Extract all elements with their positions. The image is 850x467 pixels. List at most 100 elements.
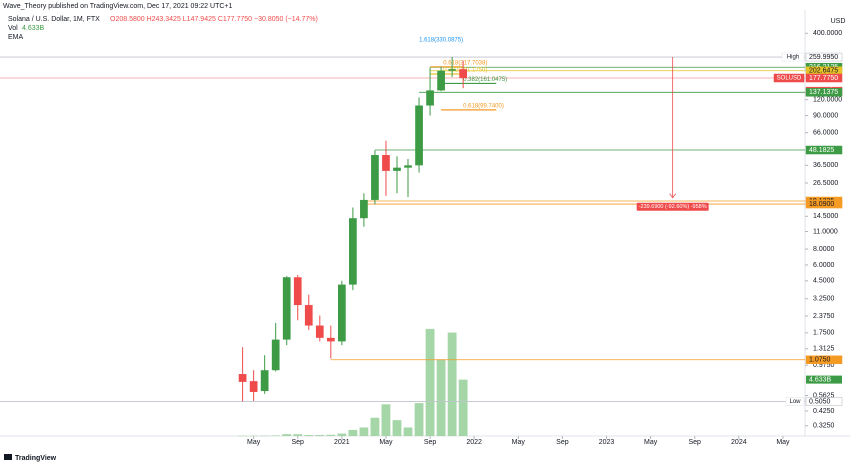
- publisher: Wave_Theory published on TradingView.com…: [3, 3, 232, 10]
- y-tick-label: 66.0000: [813, 130, 838, 137]
- candle-body: [326, 337, 335, 342]
- tag-note-box: [781, 52, 805, 62]
- price-tag-label: 202.6475: [809, 68, 838, 75]
- y-tick-label: 400.0000: [813, 30, 842, 37]
- candle-body: [238, 374, 247, 382]
- price-tag: [805, 397, 843, 406]
- candle-body: [282, 277, 291, 340]
- footer-logo: TradingView: [4, 454, 57, 462]
- price-tag: [805, 52, 843, 62]
- volume-bar: [348, 429, 358, 436]
- price-tag-label: 18.0900: [809, 201, 834, 208]
- volume-bar: [381, 404, 391, 436]
- candle-body: [437, 70, 445, 91]
- x-tick-label: 2021: [334, 439, 350, 446]
- candle-body: [371, 155, 379, 200]
- y-tick-label: 120.0000: [813, 97, 842, 104]
- volume-bar: [326, 434, 336, 436]
- footer: TradingView: [15, 455, 57, 462]
- volume-bar: [315, 435, 325, 436]
- y-tick-label: 4.5000: [813, 278, 835, 285]
- x-tick-label: May: [247, 439, 261, 446]
- candle-body: [448, 69, 456, 71]
- candle-body: [271, 339, 280, 371]
- candle-body: [360, 199, 368, 219]
- fib-label: 1.618(330.0875): [419, 37, 463, 43]
- tag-note: SOLUSD: [777, 76, 802, 82]
- measure-label: -239.6900 (-92.60%) -958%: [639, 204, 707, 210]
- volume-value: 4.633B: [22, 25, 45, 32]
- volume-bar: [370, 417, 380, 436]
- x-tick-label: Sep: [424, 439, 437, 446]
- y-tick-label: 26.5000: [813, 180, 838, 187]
- volume-bar: [304, 435, 314, 436]
- price-tag: [805, 145, 843, 155]
- candle-body: [404, 165, 412, 168]
- y-tick-label: 90.0000: [813, 112, 838, 119]
- price-tag-label: 259.9950: [809, 54, 838, 61]
- symbol: Solana / U.S. Dollar, 1M, FTX: [8, 16, 100, 23]
- indicator: EMA: [8, 34, 24, 41]
- volume-bar: [337, 433, 347, 436]
- price-tag: [805, 73, 843, 83]
- x-tick-label: May: [512, 439, 526, 446]
- price-tag-label: 137.1375: [809, 89, 838, 96]
- candle-body: [304, 305, 313, 326]
- volume-bar: [293, 434, 303, 436]
- measure-arrow: [669, 193, 676, 199]
- y-tick-label: 0.5625: [813, 392, 835, 399]
- candle-body: [426, 90, 434, 106]
- volume-bar: [425, 328, 435, 436]
- y-tick-label: 2.3750: [813, 313, 835, 320]
- candle-body: [382, 155, 390, 171]
- x-tick-label: May: [644, 439, 658, 446]
- volume-bar: [260, 435, 270, 437]
- x-tick-label: Sep: [292, 439, 305, 446]
- candle-body: [337, 284, 346, 342]
- y-tick-label: 6.0000: [813, 262, 835, 269]
- volume-bar: [359, 427, 369, 436]
- volume-bar: [447, 332, 457, 436]
- candle-body: [260, 370, 269, 392]
- price-tag: [805, 355, 843, 365]
- y-tick-label: 14.5000: [813, 213, 838, 220]
- x-tick-label: May: [776, 439, 790, 446]
- y-tick-label: 11.0000: [813, 228, 838, 235]
- candle-body: [315, 325, 324, 338]
- y-tick-label: 3.2500: [813, 296, 835, 303]
- volume-bar: [436, 359, 446, 436]
- y-tick-label: 0.3250: [813, 423, 835, 430]
- volume-bar: [414, 403, 424, 436]
- tag-note-box: [785, 397, 805, 406]
- price-tag-label: 0.5050: [809, 398, 831, 405]
- price-tag-label: 48.1825: [809, 147, 834, 154]
- volume-tag: [806, 375, 842, 384]
- currency: USD: [831, 18, 846, 25]
- price-tag: [805, 88, 843, 97]
- price-tag-label: 1.0750: [809, 357, 831, 364]
- x-tick-label: 2023: [599, 439, 615, 446]
- y-tick-label: 8.0000: [813, 246, 835, 253]
- tag-note: Low: [789, 399, 801, 405]
- fib-label: 0.618(99.7400): [463, 103, 504, 109]
- tag-note: High: [787, 55, 799, 61]
- x-tick-label: Sep: [556, 439, 569, 446]
- y-tick-label: 36.5000: [813, 162, 838, 169]
- price-tag-label: 177.7750: [809, 75, 838, 82]
- y-tick-label: 1.3125: [813, 346, 835, 353]
- volume-bar: [458, 379, 468, 436]
- volume-bar: [249, 435, 259, 437]
- candle-body: [459, 69, 468, 79]
- measure-box: [636, 202, 709, 211]
- volume-tag-label: 4.633B: [809, 376, 832, 383]
- fib-label: 0.382(161.0475): [463, 77, 507, 83]
- volume-bar: [392, 420, 402, 436]
- volume-bar: [282, 434, 292, 436]
- fib-label: 0.618(217.7038): [443, 60, 487, 66]
- volume-bar: [271, 435, 281, 436]
- ohlc: O208.5800 H243.3425 L147.9425 C177.7750 …: [110, 16, 318, 23]
- candle-body: [415, 105, 423, 166]
